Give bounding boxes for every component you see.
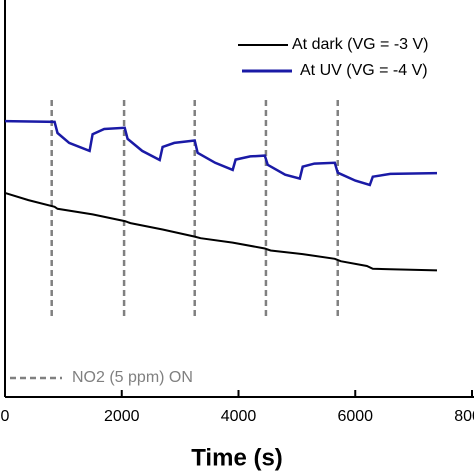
x-axis-label: Time (s) <box>191 444 283 471</box>
x-tick-label: 0 <box>1 408 10 425</box>
x-tick-label: 8000 <box>454 408 474 425</box>
x-tick-label: 2000 <box>104 408 140 425</box>
series-line <box>4 119 438 187</box>
series-line <box>4 191 438 272</box>
legend-label: At UV (VG = -4 V) <box>300 62 428 79</box>
exposure-legend-label: NO2 (5 ppm) ON <box>72 369 193 386</box>
x-tick-label: 6000 <box>337 408 373 425</box>
x-tick-label: 4000 <box>221 408 257 425</box>
legend-label: At dark (VG = -3 V) <box>292 36 428 53</box>
